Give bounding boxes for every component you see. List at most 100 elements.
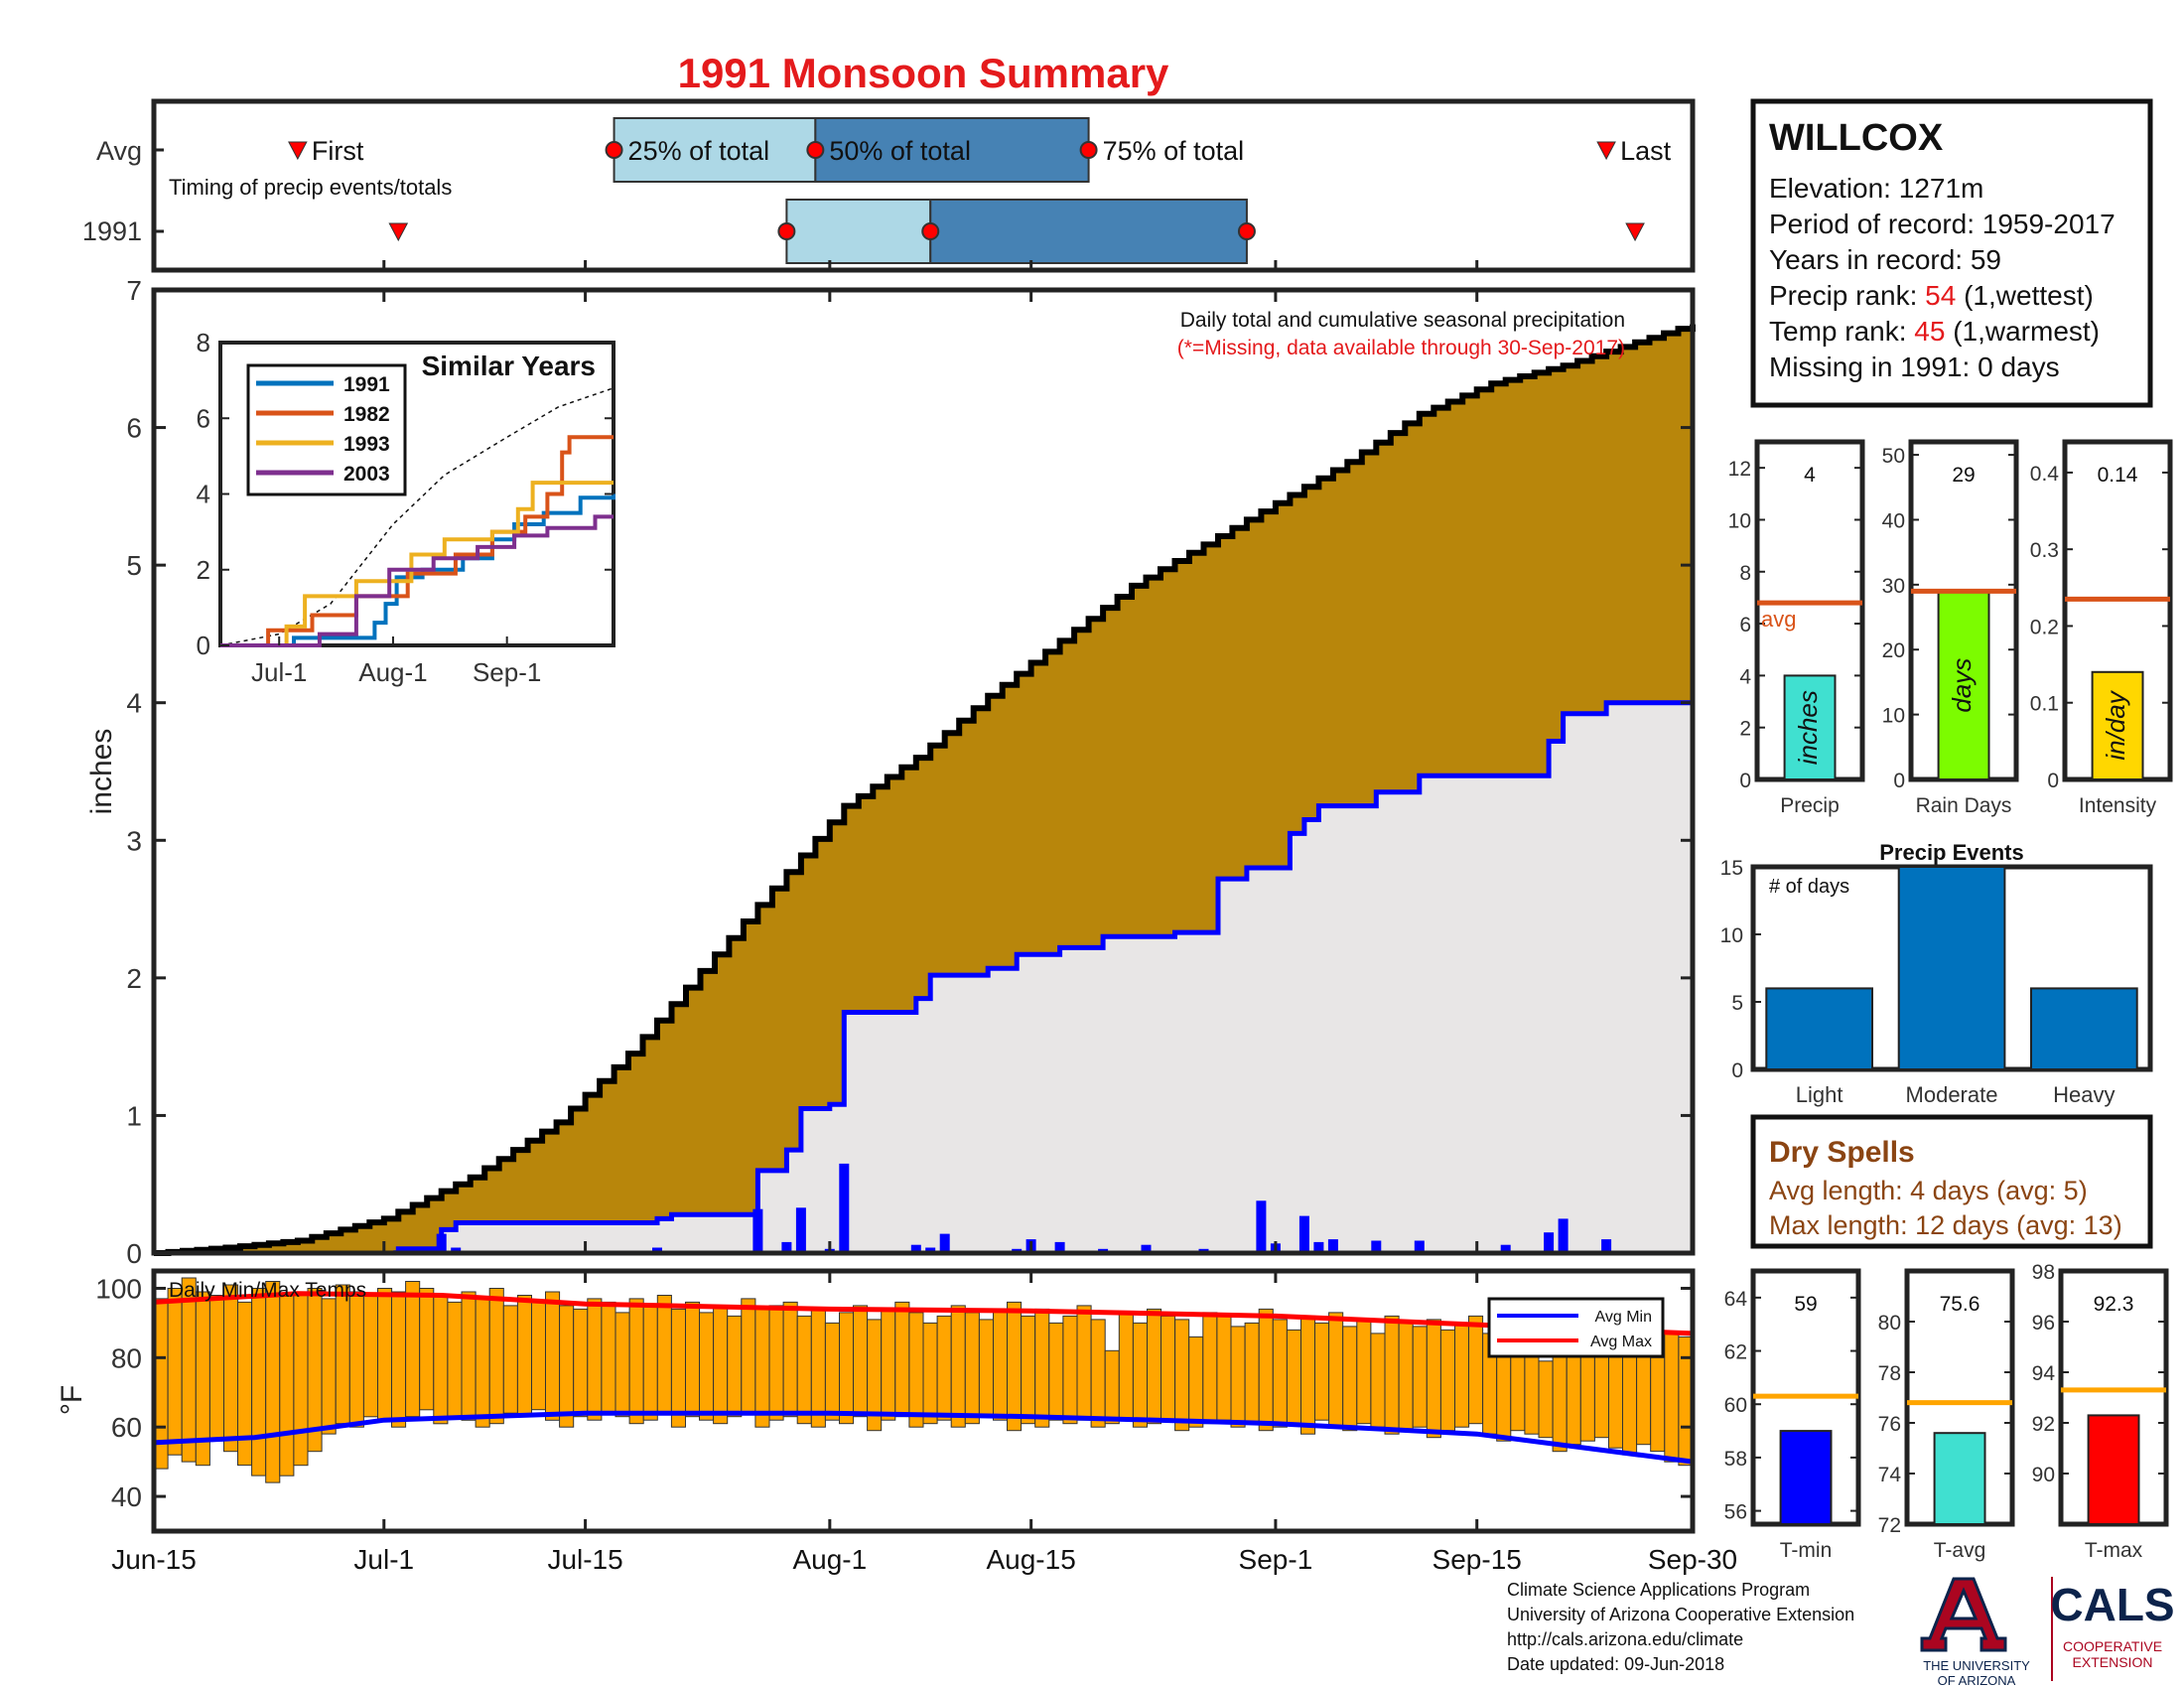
daily-temp-bar xyxy=(405,1281,421,1418)
tmin-compare-y-tick-label: 64 xyxy=(1724,1288,1748,1311)
raindays-compare-category-label: Rain Days xyxy=(1916,794,2012,817)
tmax-compare-y-tick-label: 92 xyxy=(2032,1413,2055,1436)
logo-divider xyxy=(2051,1577,2053,1681)
daily-temp-bar xyxy=(1132,1322,1149,1428)
daily-temp-bar xyxy=(1147,1308,1162,1425)
daily-temp-bar xyxy=(223,1284,239,1453)
daily-temp-bar xyxy=(1062,1315,1078,1425)
chart-note: (*=Missing, data available through 30-Se… xyxy=(1177,337,1625,359)
daily-temps-chart: 40 60 80 100 Jun-15 Jul-1 Jul-15 Aug-1 Aug-15 Sep… xyxy=(56,1268,1737,1575)
dry-spells-avg-length: Avg length: 4 days (avg: 5) xyxy=(1769,1176,2088,1205)
daily-precip-bar xyxy=(1298,1215,1309,1253)
tmax-compare-y-tick-label: 94 xyxy=(2032,1362,2056,1385)
raindays-compare-value-bar xyxy=(1937,590,1990,781)
first-label: First xyxy=(312,136,364,166)
daily-temp-bar xyxy=(1230,1326,1246,1428)
daily-temp-bar xyxy=(601,1301,616,1414)
daily-precip-bar xyxy=(925,1247,936,1253)
daily-temp-bar xyxy=(1636,1342,1652,1446)
raindays-compare-y-tick-label: 0 xyxy=(1893,770,1905,792)
daily-precip-bar xyxy=(795,1207,806,1253)
events-annotation: # of days xyxy=(1769,876,1849,898)
daily-temp-bar xyxy=(1188,1336,1204,1428)
timing-percentile-marker xyxy=(605,141,623,159)
dry-spells-frame xyxy=(1750,1114,2153,1249)
station-name: WILLCOX xyxy=(1769,117,1944,159)
raindays-compare-y-tick-label: 20 xyxy=(1882,639,1905,662)
daily-temp-bar xyxy=(1300,1315,1316,1435)
inset-title: Similar Years xyxy=(422,351,596,381)
daily-temp-bar xyxy=(208,1295,224,1442)
daily-temp-bar xyxy=(1216,1315,1232,1421)
block-a-logo-icon xyxy=(1920,1577,2007,1652)
raindays-compare-y-tick-label: 50 xyxy=(1882,445,1905,468)
event-bar xyxy=(1765,987,1874,1071)
raindays-compare-bar-text: days xyxy=(1947,658,1977,713)
intensity-compare-value-bar xyxy=(2091,670,2144,780)
y-tick-label: 3 xyxy=(126,825,142,856)
footer-line-3: http://cals.arizona.edu/climate xyxy=(1507,1629,1743,1649)
y-tick-label: 1 xyxy=(126,1100,142,1131)
daily-temp-bar xyxy=(642,1305,658,1421)
avg-max-line xyxy=(153,1291,1694,1336)
temps-y-tick-label: 80 xyxy=(111,1342,142,1373)
daily-temp-bar xyxy=(237,1301,253,1467)
daily-precip-bar xyxy=(1327,1239,1338,1253)
precip-events-chart: Light Moderate Heavy 0 5 10 15 Precip Events # o… xyxy=(1720,840,2153,1107)
similar-years-inset: 0 2 4 6 8 Jul-1 Aug-1 Sep-1 Similar Years 1991 198… xyxy=(197,328,615,687)
daily-temp-bar xyxy=(1398,1322,1414,1432)
daily-temp-bar xyxy=(559,1305,575,1428)
daily-temp-bar xyxy=(545,1291,561,1421)
daily-temp-bar xyxy=(1356,1319,1372,1425)
daily-temp-bar xyxy=(1412,1326,1428,1428)
date-tick-label: Jun-15 xyxy=(111,1544,197,1575)
daily-temp-bar xyxy=(894,1301,910,1418)
daily-precip-bar xyxy=(1371,1240,1382,1253)
footer-line-2: University of Arizona Cooperative Extens… xyxy=(1507,1605,1854,1624)
station-elevation: Elevation: 1271m xyxy=(1769,173,1983,204)
intensity-compare-y-tick-label: 0 xyxy=(2047,770,2059,792)
y-axis-label: inches xyxy=(85,729,118,815)
daily-temp-bar xyxy=(1650,1356,1666,1453)
coop-logo-line-2: EXTENSION xyxy=(2073,1654,2153,1670)
daily-temp-bar xyxy=(475,1298,490,1428)
events-y-tick-label: 15 xyxy=(1720,857,1743,880)
timing-first-last-marker xyxy=(388,222,409,242)
daily-precip-bar xyxy=(451,1247,462,1253)
raindays-compare-y-tick-label: 30 xyxy=(1882,575,1905,598)
daily-temp-bar xyxy=(1552,1346,1568,1453)
daily-precip-bar xyxy=(939,1233,950,1253)
intensity-compare-value-label: 0.14 xyxy=(2098,464,2138,487)
timing-box-50-75 xyxy=(814,117,1090,183)
daily-temp-bar xyxy=(796,1315,812,1425)
tmin-compare-value-label: 59 xyxy=(1794,1293,1817,1316)
similar-year-line-1982 xyxy=(220,435,614,647)
daily-temp-bar xyxy=(335,1284,350,1425)
timing-first-last-marker xyxy=(1625,222,1645,242)
inset-y-tick-label: 4 xyxy=(197,480,210,509)
tmin-compare-value-bar xyxy=(1779,1430,1833,1525)
daily-temp-bar xyxy=(1426,1319,1441,1439)
intensity-compare-y-tick-label: 0.1 xyxy=(2030,693,2059,716)
timing-percentile-marker xyxy=(777,222,796,240)
daily-temp-bar xyxy=(1104,1349,1120,1425)
daily-precip-bar xyxy=(752,1208,763,1253)
main-plot-frame xyxy=(151,287,1696,1256)
inset-legend-label: 1993 xyxy=(343,433,390,456)
cumulative-precip-chart: 0 1 2 3 4 5 6 7 inches Daily total and cumulative… xyxy=(85,275,1696,1269)
precip-compare-value-label: 4 xyxy=(1804,464,1816,487)
timing-first-last-marker xyxy=(1596,141,1616,161)
events-y-tick-label: 0 xyxy=(1731,1059,1743,1082)
daily-temp-bar xyxy=(362,1295,378,1418)
tmin-compare-category-label: T-min xyxy=(1780,1539,1833,1562)
tmin-compare-y-tick-label: 56 xyxy=(1724,1501,1747,1524)
date-tick-label: Sep-1 xyxy=(1239,1544,1313,1575)
tavg-compare-category-label: T-avg xyxy=(1934,1539,1986,1562)
timing-panel: Avg 1991 Timing of precip events/totals … xyxy=(82,98,1696,273)
inset-legend-label: 2003 xyxy=(343,463,390,486)
cals-logo-text: CALS xyxy=(2050,1579,2174,1630)
daily-temp-bar xyxy=(908,1312,924,1428)
precip-compare-y-tick-label: 4 xyxy=(1739,665,1751,688)
daily-temp-bar xyxy=(1342,1326,1358,1432)
daily-temp-bar xyxy=(1076,1305,1092,1421)
